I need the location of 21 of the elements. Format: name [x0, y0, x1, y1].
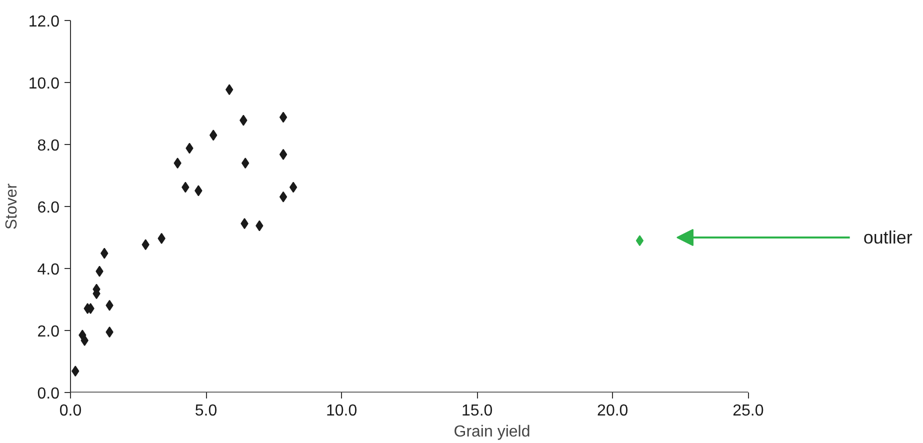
x-tick-label: 10.0: [326, 402, 358, 420]
y-axis-title: Stover: [3, 182, 20, 230]
point: [289, 182, 298, 193]
y-tick-label: 0.0: [37, 386, 60, 402]
text: outlier: [863, 228, 912, 248]
y-tick-label: 8.0: [37, 138, 60, 154]
x-tick-label: 0.0: [59, 402, 82, 420]
point: [279, 112, 288, 123]
point: [636, 235, 644, 246]
x-tick-label: 5.0: [194, 402, 218, 420]
point: [279, 148, 288, 160]
y-tick-label: 6.0: [37, 200, 60, 216]
x-axis-title: Grain yield: [454, 424, 530, 440]
x-tick-label: 25.0: [732, 402, 764, 420]
y-tick-label: 10.0: [28, 76, 60, 92]
point: [279, 191, 288, 202]
y-tick-label: 12.0: [28, 14, 60, 30]
x-tick-label: 15.0: [462, 402, 493, 420]
y-tick-label: 4.0: [37, 262, 60, 278]
x-tick-label: 20.0: [597, 402, 628, 420]
y-tick-label: 2.0: [37, 324, 60, 340]
